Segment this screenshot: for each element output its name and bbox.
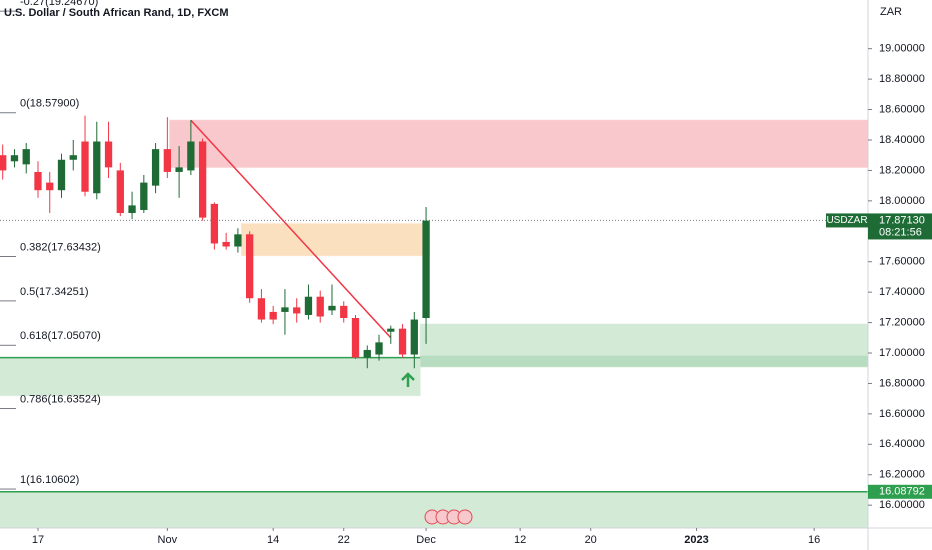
candle-body (222, 241, 230, 247)
fib-label: 1(16.10602) (20, 474, 79, 486)
fib-label: 0.5(17.34251) (20, 286, 89, 298)
y-tick-label: 17.00000 (879, 347, 925, 359)
y-tick-label: 16.20000 (879, 469, 925, 481)
fib-label: 0.786(16.63524) (20, 393, 101, 405)
candle-body (187, 141, 195, 171)
candle-body (57, 159, 66, 191)
candle-body (210, 203, 219, 244)
y-tick-label: 17.20000 (879, 316, 925, 328)
candle-body (81, 141, 89, 192)
currency-label: ZAR (880, 6, 902, 18)
price-tag (868, 213, 932, 240)
y-tick-label: 16.60000 (879, 408, 925, 420)
candle-body (375, 342, 383, 355)
candle-body (410, 319, 418, 355)
y-tick-label: 18.40000 (879, 134, 925, 146)
y-tick-label: 17.60000 (879, 256, 925, 268)
y-tick-label: 18.60000 (879, 103, 925, 115)
countdown-label: 08:21:56 (879, 226, 922, 238)
candle-body (340, 305, 348, 319)
candle-body (246, 234, 254, 299)
candle-body (116, 170, 124, 214)
low-label: 16.08792 (879, 486, 925, 498)
candle-body (93, 141, 101, 194)
candle-body (387, 328, 395, 332)
candle-body (151, 149, 160, 186)
y-tick-label: 18.80000 (879, 73, 925, 85)
candle-body (304, 296, 313, 315)
candle-body (234, 234, 242, 247)
fib-label: 0.382(17.63432) (20, 241, 101, 253)
y-tick-label: 18.20000 (879, 164, 925, 176)
zone (240, 223, 431, 257)
candle-body (422, 220, 430, 319)
candle-body (163, 149, 171, 172)
candle-body (316, 296, 324, 317)
candle-body (22, 149, 30, 165)
signal-arrow (401, 372, 415, 387)
fib-label: -0.27(19.24670) (20, 0, 98, 8)
candle-body (269, 311, 277, 320)
chart-title: U.S. Dollar / South African Rand, 1D, FX… (4, 7, 229, 19)
candle-body (0, 155, 7, 171)
symbol-tag (826, 213, 868, 228)
candle-body (175, 167, 183, 172)
x-tick-label: Nov (158, 534, 178, 546)
candle-body (46, 182, 54, 191)
y-tick-label: 17.40000 (879, 286, 925, 298)
y-tick-label: 19.00000 (879, 43, 925, 55)
candle-body (34, 171, 42, 191)
x-tick-label: 22 (338, 534, 350, 546)
x-tick-label: 16 (808, 534, 820, 546)
candle-body (140, 182, 148, 210)
candle-body (351, 318, 360, 358)
fib-label: 0(18.57900) (20, 98, 79, 110)
price-label: 17.87130 (879, 214, 925, 226)
x-tick-label: 2023 (684, 534, 708, 546)
symbol-label: USDZAR (826, 215, 867, 226)
candle-body (257, 298, 266, 320)
y-tick-label: 18.00000 (879, 195, 925, 207)
candle-body (363, 349, 371, 358)
x-tick-label: 12 (514, 534, 526, 546)
x-tick-label: 20 (585, 534, 597, 546)
candle-body (398, 328, 407, 355)
trendline (190, 119, 392, 339)
zone (419, 355, 869, 368)
y-tick-label: 16.00000 (879, 499, 925, 511)
zone (0, 357, 421, 397)
candle-body (198, 141, 207, 218)
x-tick-label: 17 (32, 534, 44, 546)
y-tick-label: 16.40000 (879, 438, 925, 450)
zone (169, 119, 869, 168)
x-tick-label: 14 (267, 534, 279, 546)
candle-body (328, 305, 336, 311)
candle-body (69, 155, 77, 160)
candle-body (104, 141, 113, 168)
event-icons (424, 509, 473, 525)
candle-body (281, 307, 289, 312)
candle-body (293, 307, 301, 314)
fib-label: 0.618(17.05070) (20, 330, 101, 342)
y-tick-label: 16.80000 (879, 377, 925, 389)
plot-area: -0.27(19.24670) 0(18.57900) 0.382(17.63432… (0, 0, 869, 529)
candle-body (128, 205, 136, 214)
candle-body (10, 155, 19, 162)
low-tag (868, 484, 932, 499)
x-tick-label: Dec (416, 534, 436, 546)
